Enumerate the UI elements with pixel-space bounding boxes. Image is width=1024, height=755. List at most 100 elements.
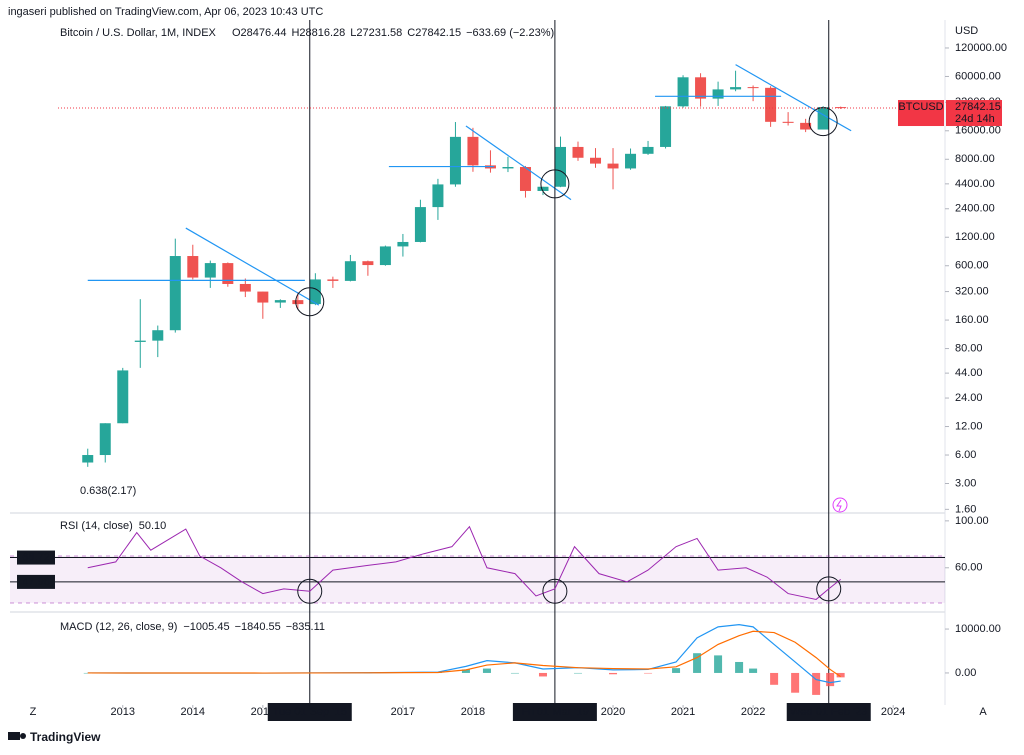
- histogram-bar: [644, 672, 653, 674]
- price-tag-bg: [898, 100, 944, 127]
- auto-scale-btn[interactable]: Z: [30, 706, 37, 718]
- pane-title: RSI (14, close): [60, 520, 133, 532]
- histogram-bar: [791, 672, 800, 693]
- candle-body: [835, 107, 847, 109]
- highlight-circle: [542, 578, 568, 604]
- x-tick-label: 2014: [181, 706, 205, 718]
- candle-body: [397, 241, 409, 247]
- candle-body: [362, 261, 374, 266]
- x-tick-label: 2024: [881, 706, 905, 718]
- candle-body: [239, 283, 251, 292]
- legend-value: C27842.15: [407, 27, 461, 39]
- histogram-bar: [609, 672, 618, 675]
- candle-body: [642, 146, 654, 154]
- histogram-bar: [574, 672, 583, 674]
- candle-body: [187, 256, 199, 278]
- candle-body: [257, 291, 269, 303]
- histogram-bar: [735, 661, 744, 673]
- x-tick-label: 2018: [461, 706, 485, 718]
- price-tag-value: 27842.15: [955, 101, 1001, 113]
- x-tick-label: 2020: [601, 706, 625, 718]
- legend-value: −633.69 (−2.23%): [466, 27, 554, 39]
- legend-value: −835.11: [286, 621, 325, 633]
- legend-value: H28816.28: [291, 27, 345, 39]
- candle-body: [519, 166, 531, 191]
- y-tick-label: 320.00: [955, 285, 989, 297]
- histogram-bar: [770, 672, 779, 685]
- y-tick-label: 600.00: [955, 260, 989, 272]
- x-tick-label: 2022: [741, 706, 765, 718]
- candle-body: [817, 107, 829, 130]
- legend-value: −1840.55: [235, 621, 281, 633]
- level-label-bg: [17, 550, 55, 565]
- candle-body: [625, 153, 637, 169]
- candle-body: [747, 87, 759, 89]
- y-tick-label: 60.00: [955, 562, 983, 574]
- candle-body: [222, 263, 234, 284]
- y-tick-label: 0.00: [955, 667, 976, 679]
- trendline: [465, 125, 572, 201]
- candle-body: [765, 87, 777, 122]
- y-tick-label: 24.00: [955, 392, 983, 404]
- signal-line: [87, 630, 841, 678]
- y-tick-label: 120000.00: [955, 42, 1007, 54]
- candle-body: [99, 423, 111, 456]
- y-tick-label: 1200.00: [955, 231, 995, 243]
- y-tick-label: 100.00: [955, 515, 989, 527]
- candle-body: [414, 207, 426, 242]
- candle-body: [292, 300, 304, 305]
- footer-brand: TradingView: [30, 730, 101, 744]
- candle-body: [204, 263, 216, 278]
- date-label-bg: [267, 703, 352, 721]
- histogram-bar: [482, 668, 491, 673]
- histogram-bar: [812, 672, 821, 695]
- y-tick-label: 60000.00: [955, 70, 1001, 82]
- y-tick-label: 3.00: [955, 477, 976, 489]
- y-tick-label: 1.60: [955, 503, 976, 515]
- candle-body: [117, 370, 129, 424]
- histogram-bar: [510, 672, 519, 674]
- histogram-bar: [538, 672, 547, 677]
- legend-value: −1005.45: [183, 621, 229, 633]
- candle-body: [449, 136, 461, 185]
- level-label: 47.96: [22, 576, 50, 588]
- price-tag-value-bg: [946, 100, 1002, 127]
- trendline: [185, 227, 320, 306]
- y-tick-label: 10000.00: [955, 623, 1001, 635]
- histogram-bar: [826, 672, 835, 687]
- candle-body: [537, 186, 549, 191]
- y-tick-label: 80.00: [955, 342, 983, 354]
- candle-body: [467, 136, 479, 166]
- candle-body: [572, 146, 584, 158]
- y-tick-label: 6.00: [955, 449, 976, 461]
- y-tick-label: 8000.00: [955, 153, 995, 165]
- candle-body: [327, 279, 339, 281]
- candle-body: [695, 77, 707, 99]
- candle-body: [274, 300, 286, 303]
- y-tick-label: 2400.00: [955, 203, 995, 215]
- y-tick-label: 160.00: [955, 314, 989, 326]
- lightning-icon[interactable]: [832, 497, 848, 513]
- x-tick-label: 2017: [391, 706, 415, 718]
- candle-body: [782, 121, 794, 123]
- candle-body: [432, 184, 444, 208]
- candle-body: [309, 279, 321, 305]
- x-tick-label: 2021: [671, 706, 695, 718]
- date-label-bg: [512, 703, 597, 721]
- rsi-line: [87, 525, 841, 600]
- publisher: ingaseri published on TradingView.com, A…: [8, 6, 323, 18]
- candle-body: [152, 330, 164, 341]
- date-label: Wed 01 Feb '23: [790, 706, 867, 718]
- histogram-bar: [836, 672, 845, 678]
- date-label: Tue 01 Sep '15: [273, 706, 347, 718]
- auto-btn[interactable]: A: [979, 706, 987, 718]
- highlight-circle: [297, 578, 323, 604]
- tv-logo: [8, 732, 26, 740]
- y-tick-label: 12.00: [955, 420, 983, 432]
- candle-body: [730, 87, 742, 90]
- histogram-bar: [461, 669, 470, 673]
- histogram-bar: [672, 668, 681, 673]
- histogram-bar: [749, 668, 758, 673]
